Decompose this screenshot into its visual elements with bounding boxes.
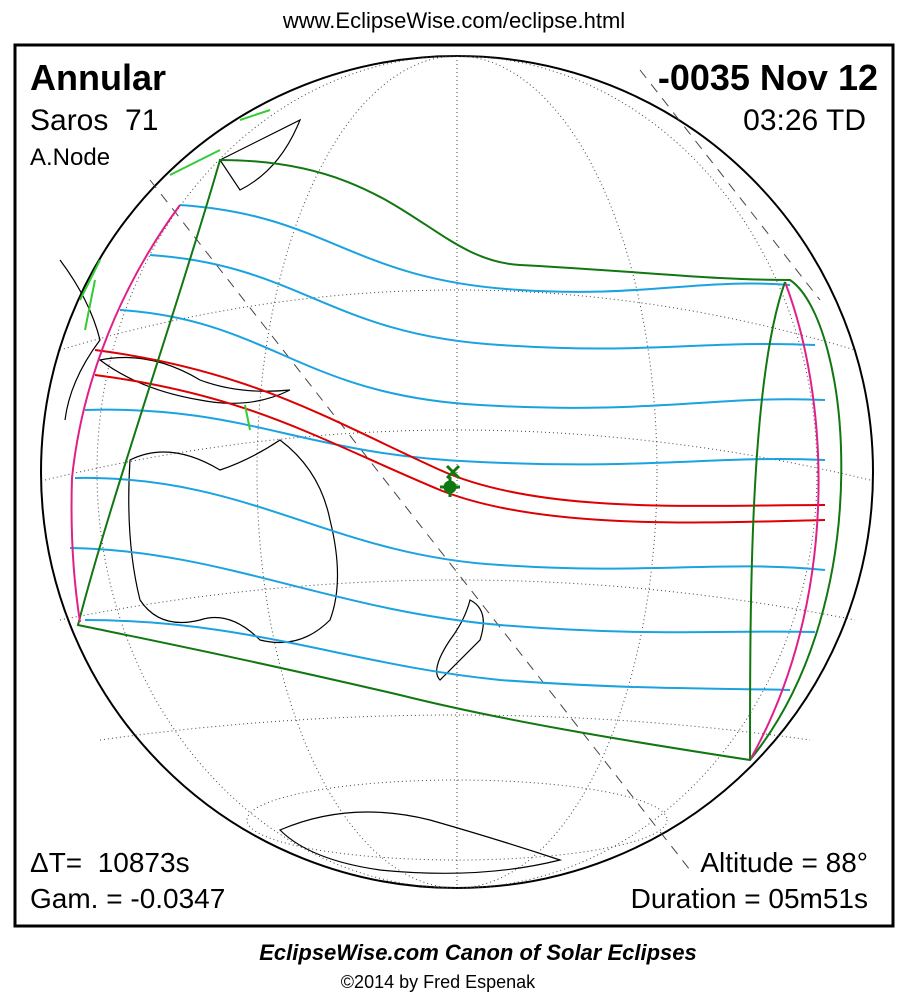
copyright: ©2014 by Fred Espenak bbox=[341, 972, 536, 992]
altitude: Altitude = 88° bbox=[700, 847, 868, 878]
time: 03:26 TD bbox=[743, 104, 866, 137]
delta-t: ΔT= 10873s bbox=[30, 847, 190, 878]
globe bbox=[40, 55, 874, 889]
footer-title: EclipseWise.com Canon of Solar Eclipses bbox=[259, 940, 697, 965]
duration: Duration = 05m51s bbox=[631, 883, 868, 914]
node: A.Node bbox=[30, 144, 110, 171]
url: www.EclipseWise.com/eclipse.html bbox=[282, 8, 625, 33]
date: -0035 Nov 12 bbox=[658, 57, 878, 98]
central-line-paths bbox=[69, 109, 843, 762]
frame bbox=[13, 43, 895, 928]
eclipse-type: Annular bbox=[30, 57, 166, 98]
gamma: Gam. = -0.0347 bbox=[30, 883, 225, 914]
saros: Saros 71 bbox=[30, 104, 158, 137]
greatest-eclipse bbox=[440, 464, 461, 497]
